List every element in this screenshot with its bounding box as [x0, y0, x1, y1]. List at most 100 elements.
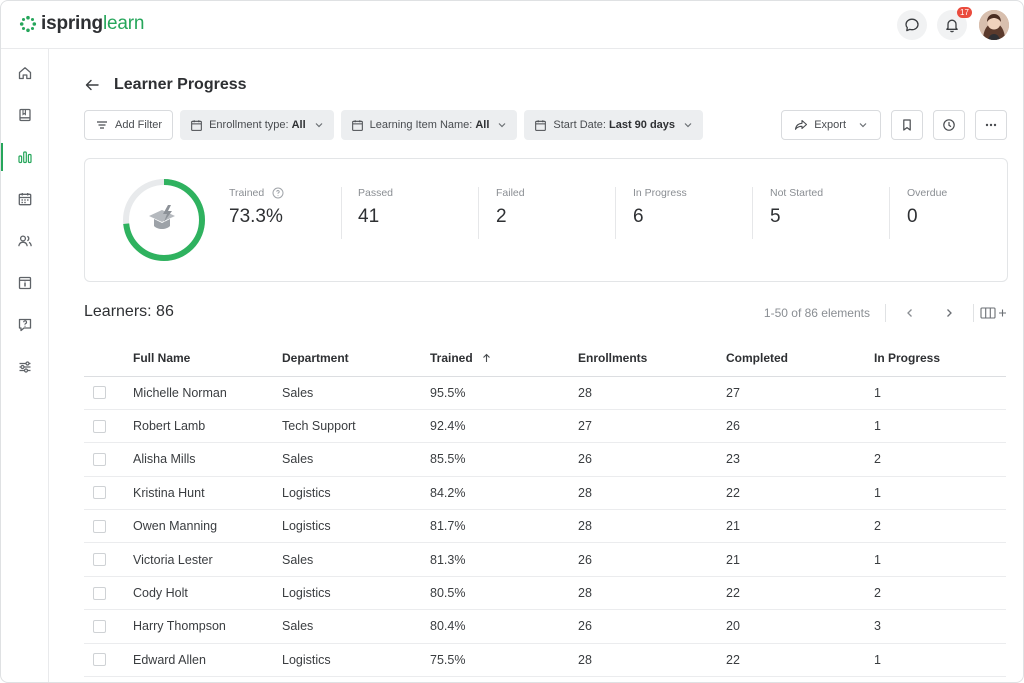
calendar-icon: [191, 119, 202, 131]
row-checkbox[interactable]: [93, 653, 106, 667]
row-select-cell: [84, 609, 133, 644]
learning-item-filter[interactable]: Learning Item Name: All: [340, 110, 518, 140]
cell-trained: 95.5%: [430, 376, 578, 410]
start-date-filter[interactable]: Start Date: Last 90 days: [524, 110, 704, 140]
row-checkbox[interactable]: [93, 452, 106, 466]
cell-department: Sales: [282, 376, 430, 410]
back-arrow-icon[interactable]: [84, 77, 100, 93]
export-label: Export: [814, 119, 846, 131]
schedule-button[interactable]: [933, 110, 965, 140]
trained-progress-ring: [123, 179, 205, 261]
table-row[interactable]: Alisha Mills Sales 85.5% 26 23 2: [84, 442, 1006, 477]
cell-in-progress: 2: [874, 509, 1006, 544]
enrollment-type-filter[interactable]: Enrollment type: All: [180, 110, 334, 140]
chevron-down-icon: [315, 123, 323, 128]
cell-trained: 84.2%: [430, 476, 578, 511]
chat-bubble-icon: [905, 18, 919, 32]
cell-full-name[interactable]: Michelle Norman: [133, 376, 282, 410]
table-row[interactable]: Owen Manning Logistics 81.7% 28 21 2: [84, 509, 1006, 544]
start-date-value: Last 90 days: [608, 119, 676, 131]
column-header-trained[interactable]: Trained: [430, 340, 578, 377]
chevron-down-icon: [498, 123, 506, 128]
notification-count-badge: 17: [957, 7, 972, 18]
table-row[interactable]: Cody Holt Logistics 80.5% 28 22 2: [84, 576, 1006, 611]
sidebar-item-reports[interactable]: [1, 137, 49, 177]
learning-item-label: Learning Item Name:: [369, 119, 473, 131]
cell-department: Sales: [282, 442, 430, 477]
cell-department: Logistics: [282, 576, 430, 611]
stat-divider: [889, 187, 890, 239]
bell-icon: [946, 19, 958, 33]
sidebar-item-calendar[interactable]: [1, 179, 49, 219]
cell-full-name[interactable]: Alisha Mills: [133, 442, 282, 477]
row-checkbox[interactable]: [93, 553, 106, 567]
row-checkbox[interactable]: [93, 519, 106, 533]
cell-completed: 27: [726, 376, 874, 410]
user-avatar[interactable]: [979, 10, 1009, 40]
stat-not-started[interactable]: Not Started 5: [770, 187, 823, 239]
row-checkbox[interactable]: [93, 386, 106, 400]
cell-full-name[interactable]: Victoria Lester: [133, 542, 282, 577]
table-row[interactable]: Kristina Hunt Logistics 84.2% 28 22 1: [84, 476, 1006, 511]
table-row[interactable]: Victoria Lester Sales 81.3% 26 21 1: [84, 542, 1006, 577]
add-filter-button[interactable]: Add Filter: [84, 110, 174, 140]
next-page-button[interactable]: [941, 305, 957, 321]
row-checkbox[interactable]: [93, 619, 106, 633]
graduation-cap-icon: [149, 205, 175, 229]
in-progress-label: In Progress: [633, 187, 687, 199]
stat-in-progress[interactable]: In Progress 6: [633, 187, 687, 239]
sidebar-item-help[interactable]: [1, 305, 49, 345]
row-select-cell: [84, 576, 133, 611]
column-header-enrollments[interactable]: Enrollments: [578, 340, 726, 377]
column-header-completed[interactable]: Completed: [726, 340, 874, 377]
sidebar-item-users[interactable]: [1, 221, 49, 261]
progress-ring-fill: [123, 179, 205, 261]
help-circle-icon[interactable]: [272, 187, 284, 199]
stat-failed[interactable]: Failed 2: [496, 187, 525, 239]
sidebar-item-info[interactable]: [1, 263, 49, 303]
row-select-cell: [84, 542, 133, 577]
sidebar-item-home[interactable]: [1, 53, 49, 93]
cell-completed: 22: [726, 576, 874, 611]
overdue-value: 0: [907, 206, 918, 227]
cell-full-name[interactable]: Edward Allen: [133, 643, 282, 678]
columns-settings-button[interactable]: [980, 305, 1008, 321]
previous-page-button[interactable]: [902, 305, 918, 321]
row-select-cell: [84, 643, 133, 678]
cell-full-name[interactable]: Cody Holt: [133, 576, 282, 611]
stat-passed[interactable]: Passed 41: [358, 187, 393, 239]
cell-full-name[interactable]: Harry Thompson: [133, 609, 282, 644]
cell-in-progress: 2: [874, 442, 1006, 477]
cell-full-name[interactable]: Kristina Hunt: [133, 476, 282, 511]
table-row[interactable]: Robert Lamb Tech Support 92.4% 27 26 1: [84, 409, 1006, 444]
chat-button[interactable]: [897, 10, 927, 40]
question-icon: [18, 318, 32, 332]
notifications-button[interactable]: 17: [937, 7, 972, 40]
cell-trained: 81.7%: [430, 509, 578, 544]
bookmark-button[interactable]: [891, 110, 923, 140]
row-checkbox[interactable]: [93, 419, 106, 433]
column-header-in-progress[interactable]: In Progress: [874, 340, 1006, 377]
column-header-full-name[interactable]: Full Name: [133, 340, 282, 377]
table-row[interactable]: Michelle Norman Sales 95.5% 28 27 1: [84, 376, 1006, 410]
row-checkbox[interactable]: [93, 586, 106, 600]
sidebar-item-settings[interactable]: [1, 347, 49, 387]
cell-completed: 22: [726, 476, 874, 511]
filter-bar: Add Filter Enrollment type: All Learning …: [84, 110, 710, 140]
cell-completed: 20: [726, 609, 874, 644]
column-header-department[interactable]: Department: [282, 340, 430, 377]
row-checkbox[interactable]: [93, 486, 106, 500]
export-button[interactable]: Export: [781, 110, 881, 140]
cell-full-name[interactable]: Owen Manning: [133, 509, 282, 544]
table-row[interactable]: Edward Allen Logistics 75.5% 28 22 1: [84, 643, 1006, 678]
sidebar-item-courses[interactable]: [1, 95, 49, 135]
brand-logo[interactable]: ispringlearn: [19, 13, 144, 35]
cell-full-name[interactable]: Robert Lamb: [133, 409, 282, 444]
table-row[interactable]: Harry Thompson Sales 80.4% 26 20 3: [84, 609, 1006, 644]
table-header-row: Full Name Department Trained Enrollments…: [84, 340, 1006, 377]
in-progress-value: 6: [633, 206, 644, 227]
stat-overdue[interactable]: Overdue 0: [907, 187, 947, 239]
more-button[interactable]: [975, 110, 1007, 140]
cell-enrollments: 26: [578, 542, 726, 577]
top-actions: 17: [887, 7, 1009, 40]
